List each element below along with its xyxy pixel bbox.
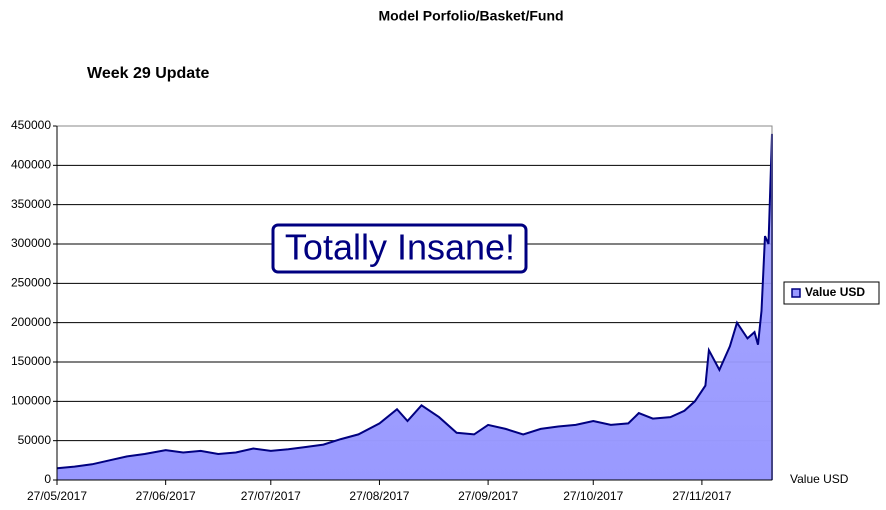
chart-subtitle: Week 29 Update [87, 65, 210, 82]
x-axis-label: Value USD [790, 472, 849, 486]
y-tick-label: 450000 [11, 118, 51, 132]
annotation: Totally Insane! [285, 227, 515, 268]
x-tick-label: 27/06/2017 [136, 489, 196, 503]
x-tick-label: 27/08/2017 [349, 489, 409, 503]
legend-swatch [791, 288, 801, 298]
annotation-box [271, 223, 528, 274]
y-tick-label: 300000 [11, 236, 51, 250]
y-tick-label: 150000 [11, 354, 51, 368]
y-tick-label: 350000 [11, 197, 51, 211]
line [56, 133, 773, 480]
y-tick-label: 250000 [11, 276, 51, 290]
legend-box [783, 281, 880, 305]
chart-title: Model Porfolio/Basket/Fund [378, 8, 563, 24]
x-tick-label: 27/09/2017 [458, 489, 518, 503]
y-tick-label: 400000 [11, 158, 51, 172]
y-tick-label: 100000 [11, 394, 51, 408]
x-tick-label: 27/07/2017 [241, 489, 301, 503]
y-tick-label: 0 [44, 472, 51, 486]
x-tick-label: 27/11/2017 [672, 489, 731, 503]
x-tick-label: 27/10/2017 [563, 489, 623, 503]
legend-label: Value USD [805, 285, 865, 299]
y-tick-label: 50000 [18, 433, 52, 447]
y-tick-label: 200000 [11, 315, 51, 329]
area [57, 133, 772, 480]
x-tick-label: 27/05/2017 [27, 489, 87, 503]
